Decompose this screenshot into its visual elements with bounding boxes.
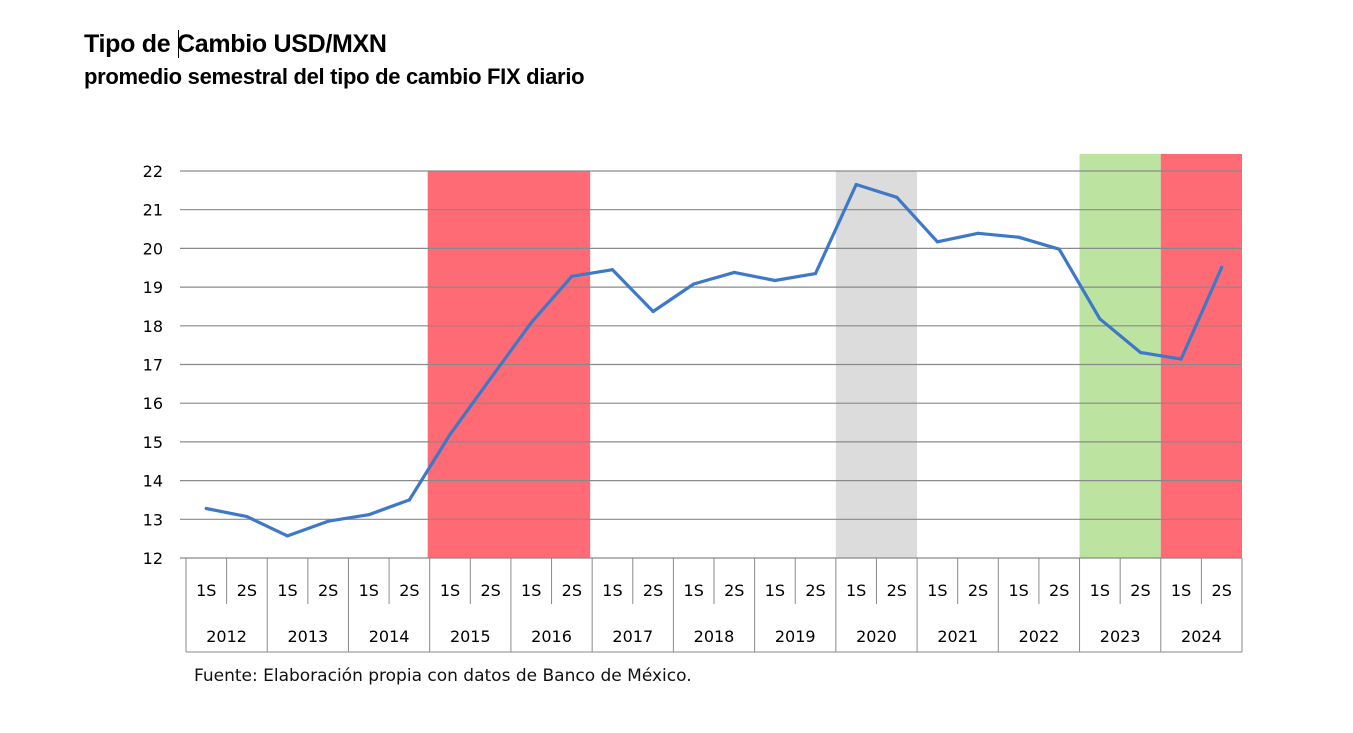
x-tick-year: 2022 bbox=[1019, 627, 1060, 646]
x-tick-semester: 1S bbox=[846, 581, 866, 600]
data-point bbox=[570, 274, 574, 278]
data-point bbox=[1220, 265, 1224, 269]
x-tick-year: 2014 bbox=[369, 627, 410, 646]
series-polyline bbox=[204, 182, 1224, 538]
x-tick-semester: 2S bbox=[1130, 581, 1150, 600]
x-tick-semester: 1S bbox=[1090, 581, 1110, 600]
x-tick-semester: 1S bbox=[521, 581, 541, 600]
x-tick-year: 2019 bbox=[775, 627, 816, 646]
y-tick-label: 21 bbox=[143, 201, 163, 220]
data-point bbox=[367, 513, 371, 517]
data-point bbox=[285, 534, 290, 538]
data-point bbox=[489, 376, 493, 381]
data-point bbox=[895, 195, 899, 199]
data-point bbox=[732, 270, 736, 274]
x-tick-semester: 1S bbox=[602, 581, 622, 600]
x-tick-semester: 1S bbox=[359, 581, 379, 600]
x-tick-semester: 2S bbox=[399, 581, 419, 600]
x-tick-semester: 1S bbox=[1008, 581, 1028, 600]
x-tick-semester: 1S bbox=[196, 581, 216, 600]
data-point bbox=[1138, 350, 1143, 355]
x-tick-year: 2015 bbox=[450, 627, 491, 646]
x-tick-semester: 2S bbox=[1049, 581, 1069, 600]
y-tick-label: 17 bbox=[143, 356, 163, 375]
chart-title: Tipo de Cambio USD/MXN bbox=[84, 30, 387, 58]
x-tick-semester: 2S bbox=[1212, 581, 1232, 600]
y-tick-label: 19 bbox=[143, 278, 163, 297]
x-tick-year: 2023 bbox=[1100, 627, 1141, 646]
shaded-period-2024 bbox=[1160, 154, 1242, 558]
chart-subtitle: promedio semestral del tipo de cambio FI… bbox=[84, 64, 585, 89]
data-point bbox=[1017, 235, 1021, 239]
y-tick-label: 14 bbox=[143, 472, 163, 491]
data-point bbox=[1179, 357, 1183, 361]
data-point bbox=[1098, 317, 1102, 321]
x-tick-semester: 2S bbox=[724, 581, 744, 600]
y-tick-label: 13 bbox=[143, 510, 163, 529]
x-tick-semester: 1S bbox=[440, 581, 460, 600]
source-note: Fuente: Elaboración propia con datos de … bbox=[194, 666, 692, 686]
x-tick-year: 2018 bbox=[694, 627, 735, 646]
data-point bbox=[448, 432, 452, 437]
y-tick-label: 18 bbox=[143, 317, 163, 336]
text-cursor bbox=[178, 30, 179, 58]
x-tick-semester: 1S bbox=[277, 581, 297, 600]
x-tick-semester: 2S bbox=[805, 581, 825, 600]
x-tick-semester: 2S bbox=[237, 581, 257, 600]
x-tick-semester: 2S bbox=[968, 581, 988, 600]
shaded-periods bbox=[427, 154, 1242, 558]
x-tick-semester: 1S bbox=[927, 581, 947, 600]
x-tick-year: 2017 bbox=[612, 627, 653, 646]
data-point bbox=[326, 519, 330, 523]
data-point bbox=[529, 321, 533, 325]
series-line bbox=[204, 182, 1224, 538]
data-point bbox=[976, 231, 980, 235]
y-tick-label: 12 bbox=[143, 549, 163, 568]
x-tick-semester: 1S bbox=[684, 581, 704, 600]
x-tick-semester: 2S bbox=[887, 581, 907, 600]
shaded-period-2023 bbox=[1079, 154, 1161, 558]
x-tick-year: 2013 bbox=[287, 627, 328, 646]
data-point bbox=[692, 282, 696, 286]
data-point bbox=[813, 271, 818, 276]
data-point bbox=[407, 498, 411, 502]
x-tick-year: 2021 bbox=[937, 627, 978, 646]
y-tick-label: 22 bbox=[143, 162, 163, 181]
data-point bbox=[1057, 247, 1061, 251]
y-axis-ticks: 12 13 14 15 16 17 18 19 20 21 22 bbox=[143, 162, 163, 568]
x-tick-semester: 2S bbox=[318, 581, 338, 600]
data-point bbox=[773, 278, 777, 283]
data-point bbox=[935, 240, 939, 244]
x-tick-semester: 1S bbox=[765, 581, 785, 600]
gridlines bbox=[180, 170, 1242, 559]
x-tick-semester: 2S bbox=[480, 581, 500, 600]
x-tick-semester: 2S bbox=[562, 581, 582, 600]
data-point bbox=[245, 514, 249, 519]
data-point bbox=[610, 268, 615, 272]
x-tick-year: 2012 bbox=[206, 627, 247, 646]
y-tick-label: 15 bbox=[143, 433, 163, 452]
x-tick-semester: 2S bbox=[643, 581, 663, 600]
x-axis: 1S 2S 2012 1S 2S 2013 1S 2S 2014 1S 2S 2015 1S 2S 2016… bbox=[185, 558, 1243, 653]
data-point bbox=[204, 506, 208, 511]
x-tick-year: 2016 bbox=[531, 627, 572, 646]
x-tick-year: 2020 bbox=[856, 627, 897, 646]
x-tick-semester: 1S bbox=[1171, 581, 1191, 600]
data-point bbox=[651, 309, 655, 314]
data-point bbox=[854, 182, 858, 187]
y-tick-label: 16 bbox=[143, 394, 163, 413]
x-tick-year: 2024 bbox=[1181, 627, 1222, 646]
y-tick-label: 20 bbox=[143, 239, 163, 258]
